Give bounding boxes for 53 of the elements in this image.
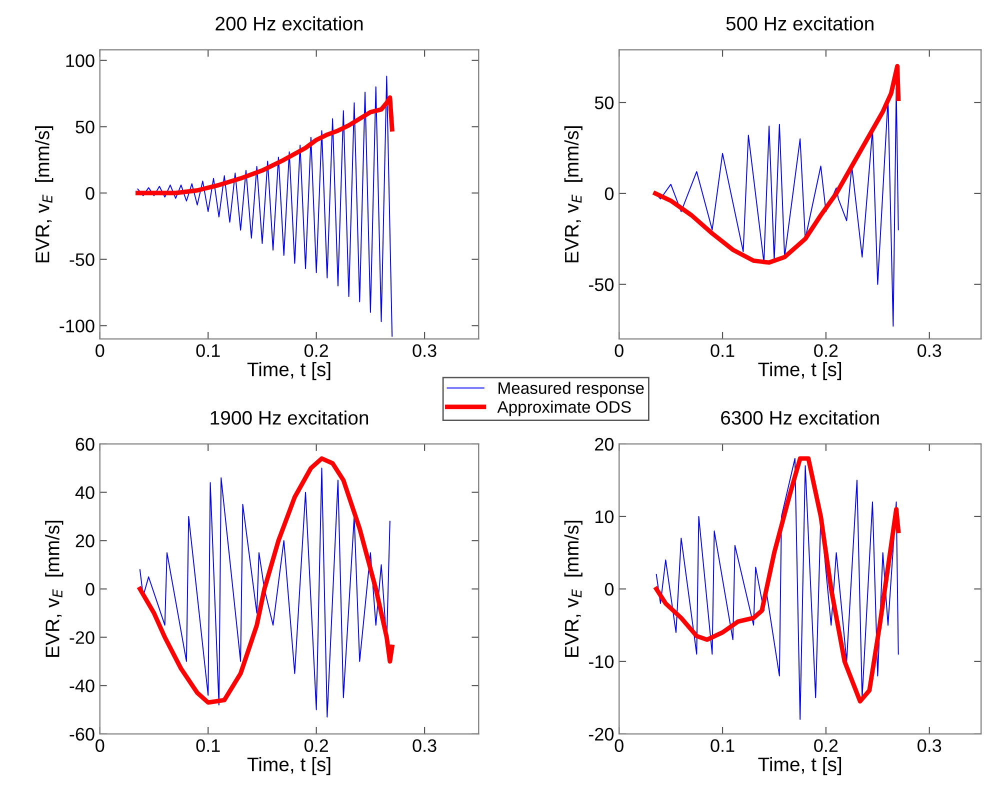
chart-title: 1900 Hz excitation bbox=[210, 410, 368, 425]
x-tick-label: 0.2 bbox=[304, 739, 328, 752]
x-tick-label: 0.3 bbox=[412, 739, 436, 752]
legend-label: Measured response bbox=[498, 382, 644, 398]
x-tick-label: 0.1 bbox=[196, 739, 220, 752]
y-tick-label: 40 bbox=[75, 486, 94, 500]
x-tick-label: 0 bbox=[614, 739, 624, 752]
x-tick-label: 0.2 bbox=[304, 344, 328, 358]
legend-label: Approximate ODS bbox=[497, 400, 631, 416]
y-tick-label: 100 bbox=[66, 54, 94, 68]
x-axis-title: Time, t [s] bbox=[758, 756, 842, 776]
y-tick-label: -50 bbox=[588, 278, 614, 292]
x-tick-label: 0.3 bbox=[918, 739, 942, 752]
x-tick-label: 0 bbox=[96, 344, 104, 358]
x-axis-title: Time, t [s] bbox=[247, 362, 330, 380]
x-tick-label: 0.2 bbox=[814, 344, 838, 358]
y-tick-label: -100 bbox=[60, 320, 94, 332]
line-series bbox=[653, 64, 901, 265]
y-tick-label: 20 bbox=[595, 438, 614, 451]
y-tick-label: 0 bbox=[86, 582, 94, 596]
y-tick-label: 10 bbox=[596, 510, 614, 524]
y-tick-label: -60 bbox=[70, 728, 94, 741]
x-tick-label: 0.3 bbox=[412, 344, 436, 358]
y-axis-title: EVR, v$_{E}$ [mm/s] bbox=[564, 520, 582, 657]
y-tick-label: -40 bbox=[70, 680, 94, 692]
chart-title: 500 Hz excitation bbox=[726, 16, 874, 31]
y-tick-label: -20 bbox=[588, 728, 614, 741]
y-tick-label: 60 bbox=[76, 438, 94, 451]
y-tick-label: 0 bbox=[86, 186, 94, 200]
x-axis-title: Time, t [s] bbox=[247, 756, 330, 776]
y-axis-title: EVR, v$_{E}$ [mm/s] bbox=[564, 126, 582, 262]
y-tick-label: 0 bbox=[604, 582, 614, 596]
line-series bbox=[136, 95, 394, 196]
x-tick-label: 0.2 bbox=[814, 739, 838, 752]
line-series bbox=[137, 76, 393, 337]
y-tick-label: -20 bbox=[70, 631, 94, 644]
x-tick-label: 0.1 bbox=[196, 344, 220, 358]
y-tick-label: 50 bbox=[76, 120, 94, 134]
x-tick-label: 0.3 bbox=[918, 344, 942, 358]
chart-title: 6300 Hz excitation bbox=[721, 410, 879, 425]
x-tick-label: 0.1 bbox=[710, 739, 734, 752]
y-tick-label: -50 bbox=[70, 253, 94, 266]
chart-title: 200 Hz excitation bbox=[216, 16, 363, 31]
x-tick-label: 0.1 bbox=[710, 344, 734, 358]
x-axis-title: Time, t [s] bbox=[758, 362, 842, 380]
x-tick-label: 0 bbox=[614, 344, 624, 358]
y-tick-label: 0 bbox=[604, 187, 614, 200]
y-axis-title: EVR, v$_{E}$ [mm/s] bbox=[35, 126, 54, 262]
y-tick-label: 50 bbox=[594, 96, 614, 110]
x-tick-label: 0 bbox=[96, 739, 104, 752]
y-tick-label: -10 bbox=[588, 655, 614, 668]
y-axis-title: EVR, v$_{E}$ [mm/s] bbox=[45, 520, 64, 657]
y-tick-label: 20 bbox=[76, 534, 94, 548]
